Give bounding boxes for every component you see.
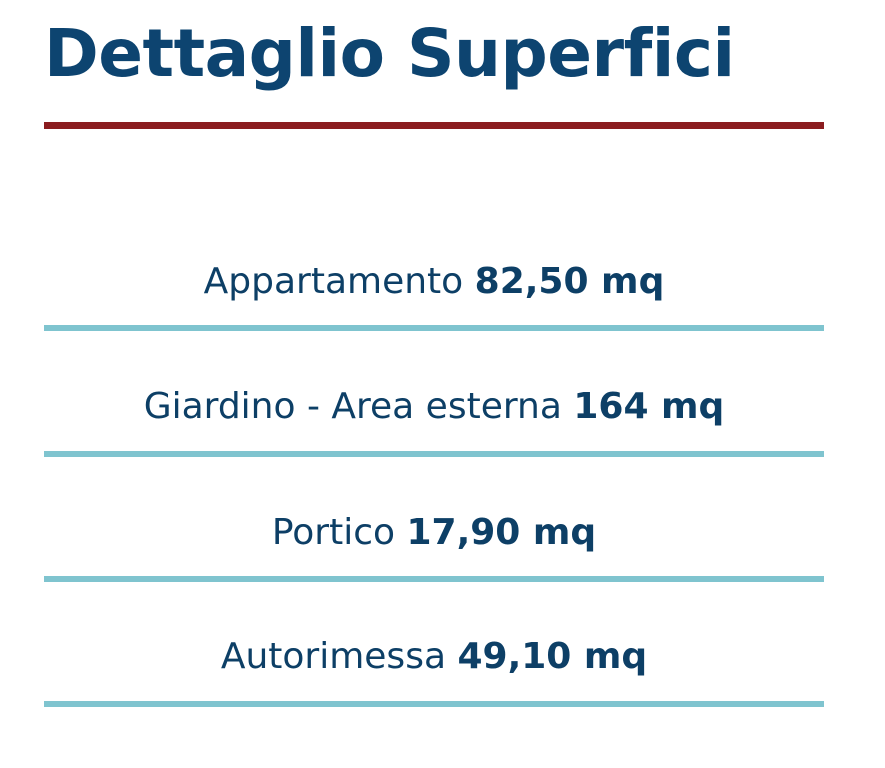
surface-label: Giardino - Area esterna xyxy=(143,386,562,427)
page-title: Dettaglio Superfici xyxy=(44,15,735,92)
surface-value: 164 mq xyxy=(573,386,725,427)
row-divider xyxy=(44,325,824,331)
surface-value: 49,10 mq xyxy=(457,636,648,677)
surface-row: Giardino - Area esterna 164 mq xyxy=(44,382,824,432)
surface-row: Appartamento 82,50 mq xyxy=(44,257,824,307)
surface-row: Portico 17,90 mq xyxy=(44,508,824,558)
surface-label: Autorimessa xyxy=(220,636,447,677)
surface-label: Portico xyxy=(271,512,396,553)
row-divider xyxy=(44,451,824,457)
surface-label: Appartamento xyxy=(203,261,464,302)
surface-value: 82,50 mq xyxy=(474,261,665,302)
row-divider xyxy=(44,576,824,582)
title-divider xyxy=(44,122,824,129)
row-divider xyxy=(44,701,824,707)
surface-row: Autorimessa 49,10 mq xyxy=(44,632,824,682)
surface-value: 17,90 mq xyxy=(406,512,597,553)
